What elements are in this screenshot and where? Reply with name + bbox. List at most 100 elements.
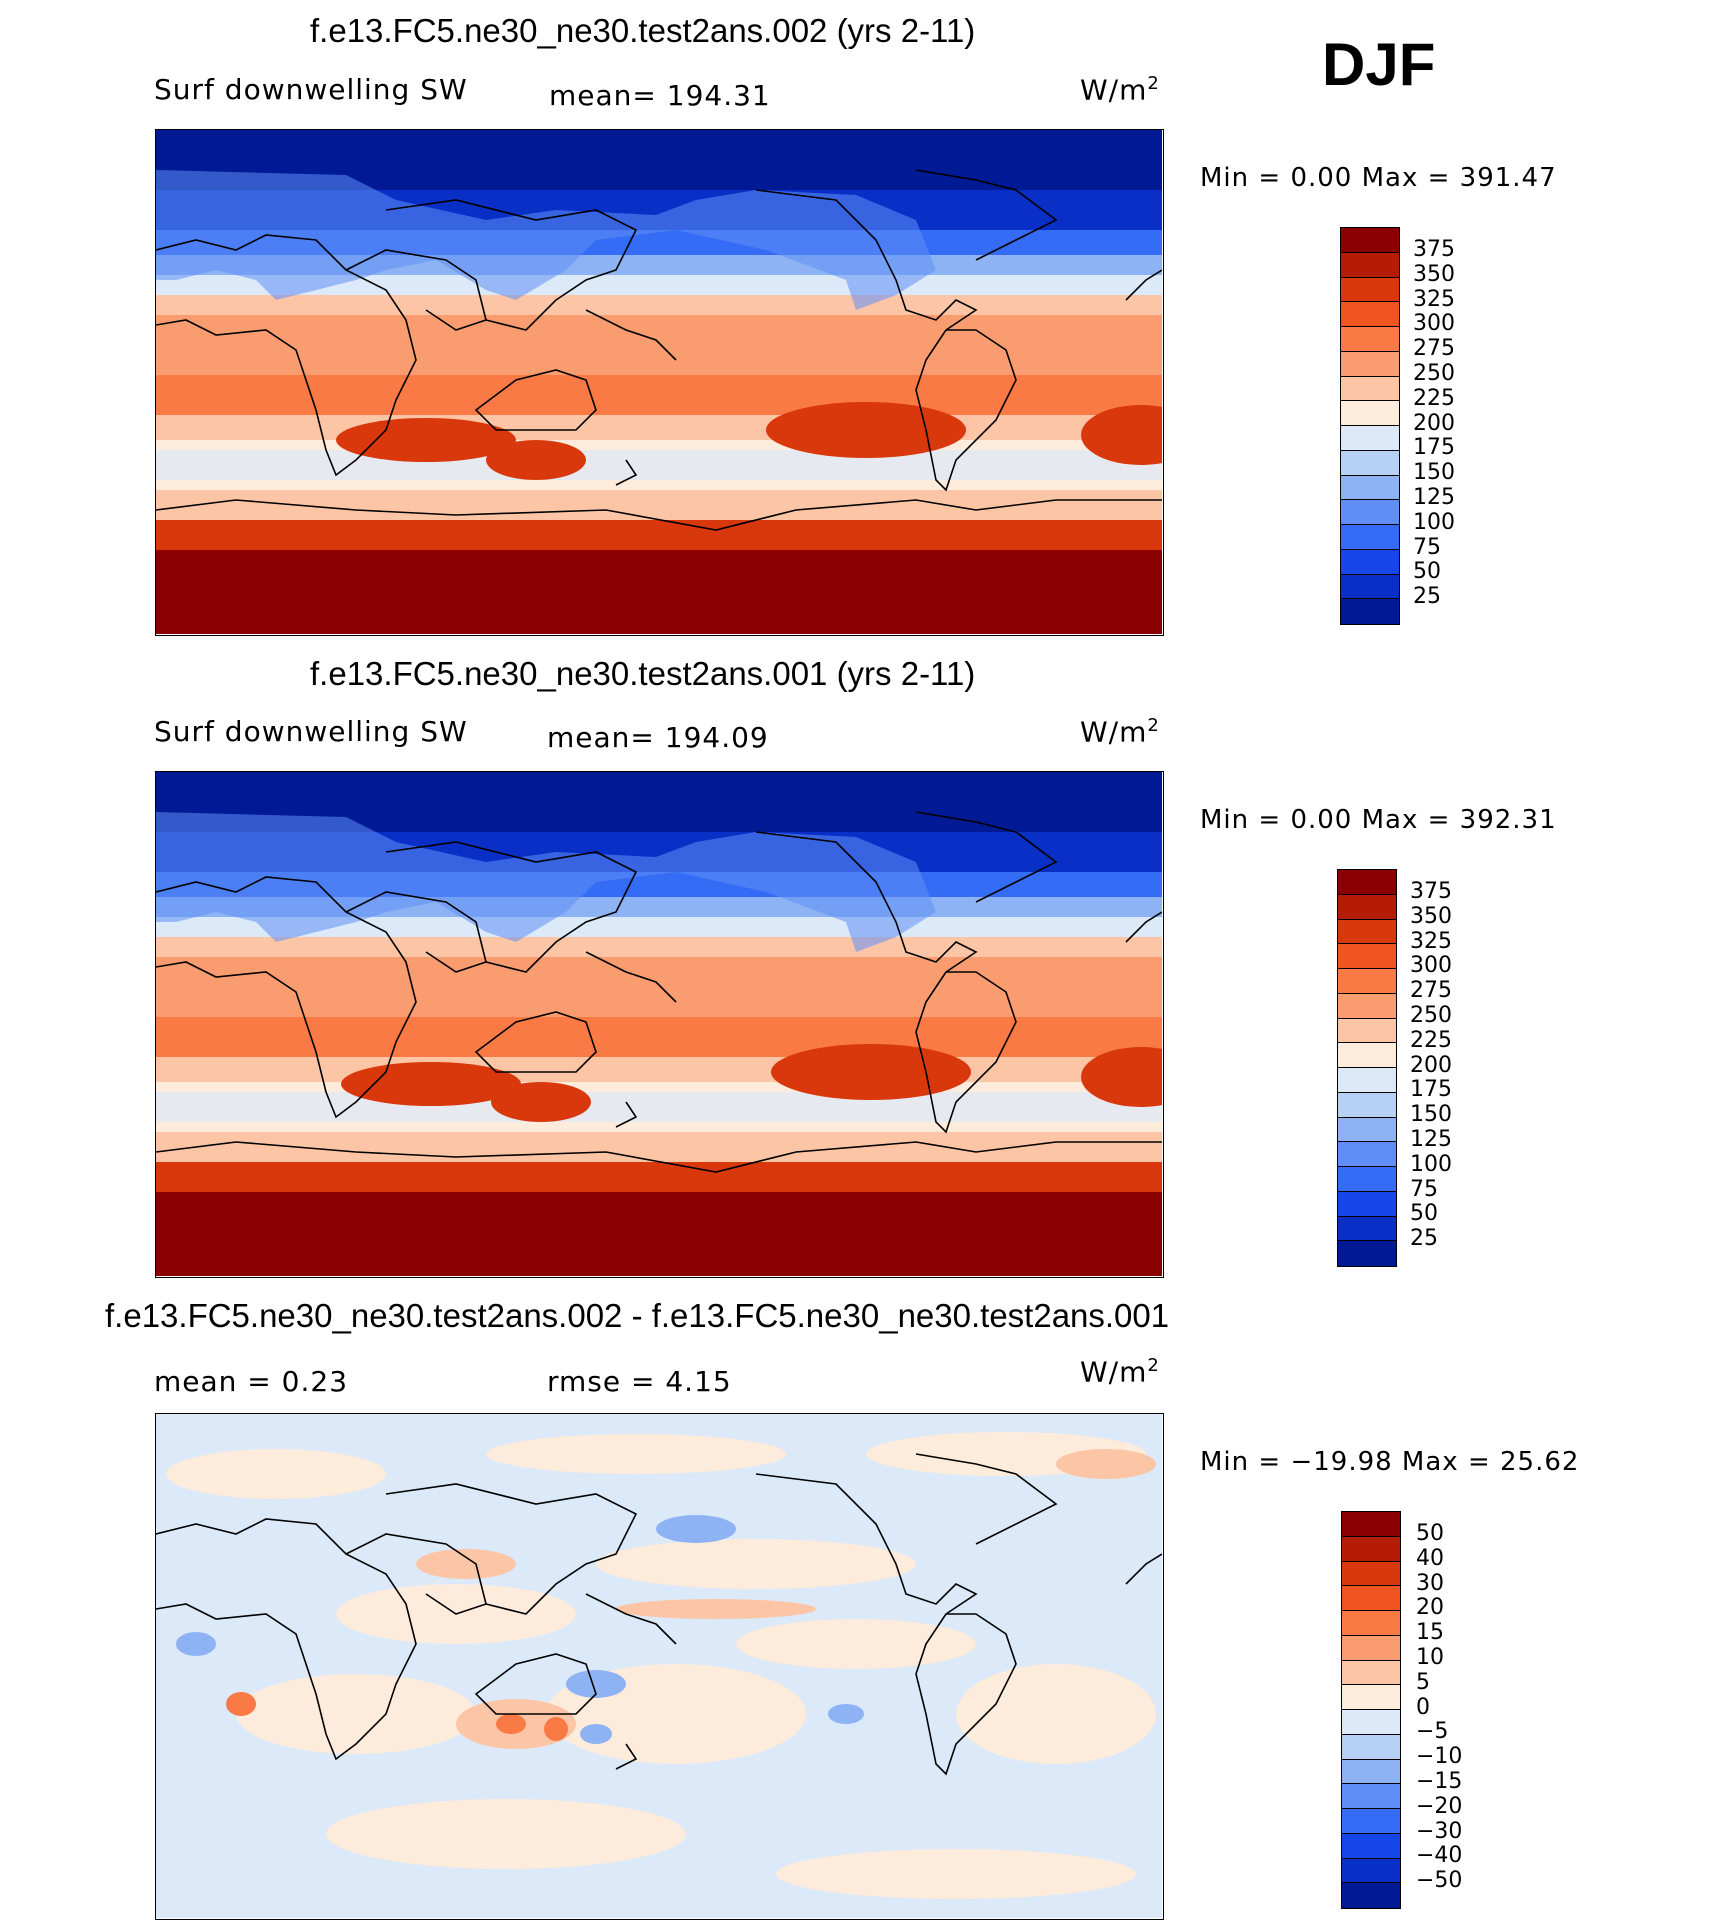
colorbar-tick-label: 350 <box>1410 903 1452 929</box>
colorbar-segment <box>1341 500 1399 525</box>
colorbar-segment <box>1342 1784 1400 1809</box>
colorbar-tick-label: 100 <box>1413 509 1455 535</box>
colorbar-segment <box>1338 944 1396 969</box>
colorbar-tick-label: 375 <box>1410 879 1452 904</box>
colorbar-segment <box>1342 1611 1400 1636</box>
colorbar-segment <box>1342 1833 1400 1859</box>
panel2-min-max: Min = 0.00 Max = 392.31 <box>1200 805 1557 835</box>
panel1-coastlines <box>156 169 1162 531</box>
colorbar-segment <box>1341 302 1399 327</box>
colorbar-segment <box>1341 277 1399 303</box>
colorbar-tick-label: 175 <box>1410 1077 1452 1103</box>
colorbar-segment <box>1341 401 1399 426</box>
colorbar-segment <box>1341 599 1399 624</box>
panel2-mean-label: mean= 194.09 <box>547 721 769 754</box>
colorbar-tick-label: 200 <box>1410 1052 1452 1078</box>
colorbar-segment <box>1338 919 1396 945</box>
colorbar-segment <box>1342 1858 1400 1884</box>
colorbar-segment <box>1342 1512 1400 1537</box>
colorbar-segment <box>1341 525 1399 550</box>
colorbar-segment <box>1338 1142 1396 1167</box>
panel2-units: W/m2 <box>1080 715 1160 749</box>
colorbar-tick-label: 350 <box>1413 261 1455 287</box>
colorbar-tick-label: 20 <box>1416 1595 1444 1621</box>
colorbar-segment <box>1338 1167 1396 1192</box>
colorbar-segment <box>1338 1068 1396 1093</box>
panel1-colorbar <box>1340 227 1400 625</box>
panel2-colorbar <box>1337 869 1397 1267</box>
colorbar-segment <box>1341 475 1399 501</box>
panel3-coastlines <box>156 1453 1162 1776</box>
colorbar-segment <box>1338 993 1396 1019</box>
panel2-colorbar-ticks: 375 350 325 300 275 250 225 200 175 150 125 100 75 50… <box>1410 879 1452 1252</box>
colorbar-segment <box>1341 426 1399 451</box>
colorbar-tick-label: −20 <box>1416 1793 1463 1819</box>
colorbar-segment <box>1338 1216 1396 1242</box>
colorbar-tick-label: 325 <box>1410 928 1452 954</box>
colorbar-tick-label: 125 <box>1413 484 1455 510</box>
colorbar-tick-label: 200 <box>1413 410 1455 436</box>
season-label: DJF <box>1322 31 1436 98</box>
panel1-min-max: Min = 0.00 Max = 391.47 <box>1200 163 1557 193</box>
colorbar-tick-label: 50 <box>1413 559 1441 585</box>
panel2-title: f.e13.FC5.ne30_ne30.test2ans.001 (yrs 2-… <box>310 655 976 692</box>
colorbar-tick-label: 0 <box>1416 1694 1430 1720</box>
colorbar-segment <box>1338 870 1396 895</box>
colorbar-tick-label: 150 <box>1413 460 1455 486</box>
colorbar-tick-label: 100 <box>1410 1151 1452 1177</box>
colorbar-segment <box>1341 574 1399 600</box>
colorbar-segment <box>1338 1043 1396 1068</box>
colorbar-tick-label: 250 <box>1410 1002 1452 1028</box>
colorbar-tick-label: 75 <box>1413 534 1441 560</box>
colorbar-tick-label: 5 <box>1416 1669 1430 1695</box>
panel1-units: W/m2 <box>1080 73 1160 107</box>
colorbar-segment <box>1341 376 1399 402</box>
panel3-rmse-label: rmse = 4.15 <box>547 1365 732 1398</box>
panel2-coastlines <box>156 811 1162 1173</box>
colorbar-tick-label: −5 <box>1416 1719 1449 1745</box>
hotspot-s-indian <box>336 418 516 462</box>
panel3-title: f.e13.FC5.ne30_ne30.test2ans.002 - f.e13… <box>105 1297 1170 1334</box>
colorbar-tick-label: 15 <box>1416 1620 1444 1646</box>
panel3-mean-label: mean = 0.23 <box>154 1365 349 1398</box>
colorbar-tick-label: 10 <box>1416 1644 1444 1670</box>
colorbar-segment <box>1338 1018 1396 1044</box>
colorbar-segment <box>1342 1536 1400 1562</box>
colorbar-segment <box>1338 1241 1396 1266</box>
colorbar-segment <box>1341 351 1399 377</box>
colorbar-segment <box>1342 1561 1400 1587</box>
panel1-variable-label: Surf downwelling SW <box>154 73 468 106</box>
colorbar-tick-label: 150 <box>1410 1102 1452 1128</box>
panel1-mean-label: mean= 194.31 <box>549 79 771 112</box>
panel1-title: f.e13.FC5.ne30_ne30.test2ans.002 (yrs 2-… <box>310 12 976 49</box>
colorbar-segment <box>1342 1710 1400 1735</box>
colorbar-segment <box>1342 1635 1400 1661</box>
colorbar-tick-label: 75 <box>1410 1176 1438 1202</box>
colorbar-tick-label: 225 <box>1413 385 1455 411</box>
colorbar-segment <box>1338 894 1396 920</box>
colorbar-tick-label: 175 <box>1413 435 1455 461</box>
colorbar-tick-label: 225 <box>1410 1027 1452 1053</box>
colorbar-tick-label: 250 <box>1413 360 1455 386</box>
colorbar-tick-label: 300 <box>1413 311 1455 337</box>
panel2-variable-label: Surf downwelling SW <box>154 715 468 748</box>
panel3-colorbar-ticks: 50 40 30 20 15 10 5 0 −5 −10 −15 −20 −30 −40 −50 <box>1416 1521 1463 1894</box>
colorbar-tick-label: 300 <box>1410 953 1452 979</box>
colorbar-segment <box>1342 1685 1400 1710</box>
colorbar-segment <box>1342 1586 1400 1611</box>
colorbar-tick-label: −10 <box>1416 1744 1463 1770</box>
colorbar-segment <box>1341 327 1399 352</box>
panel2-map <box>155 771 1164 1278</box>
colorbar-segment <box>1342 1734 1400 1760</box>
hotspot-s-pacific <box>766 402 966 458</box>
colorbar-segment <box>1342 1883 1400 1908</box>
colorbar-segment <box>1338 1117 1396 1143</box>
colorbar-segment <box>1338 969 1396 994</box>
colorbar-tick-label: 40 <box>1416 1545 1444 1571</box>
panel3-map <box>155 1413 1164 1920</box>
panel3-colorbar <box>1341 1511 1401 1909</box>
colorbar-segment <box>1341 549 1399 575</box>
colorbar-tick-label: 25 <box>1410 1226 1438 1252</box>
colorbar-tick-label: 50 <box>1416 1521 1444 1546</box>
colorbar-segment <box>1338 1191 1396 1217</box>
